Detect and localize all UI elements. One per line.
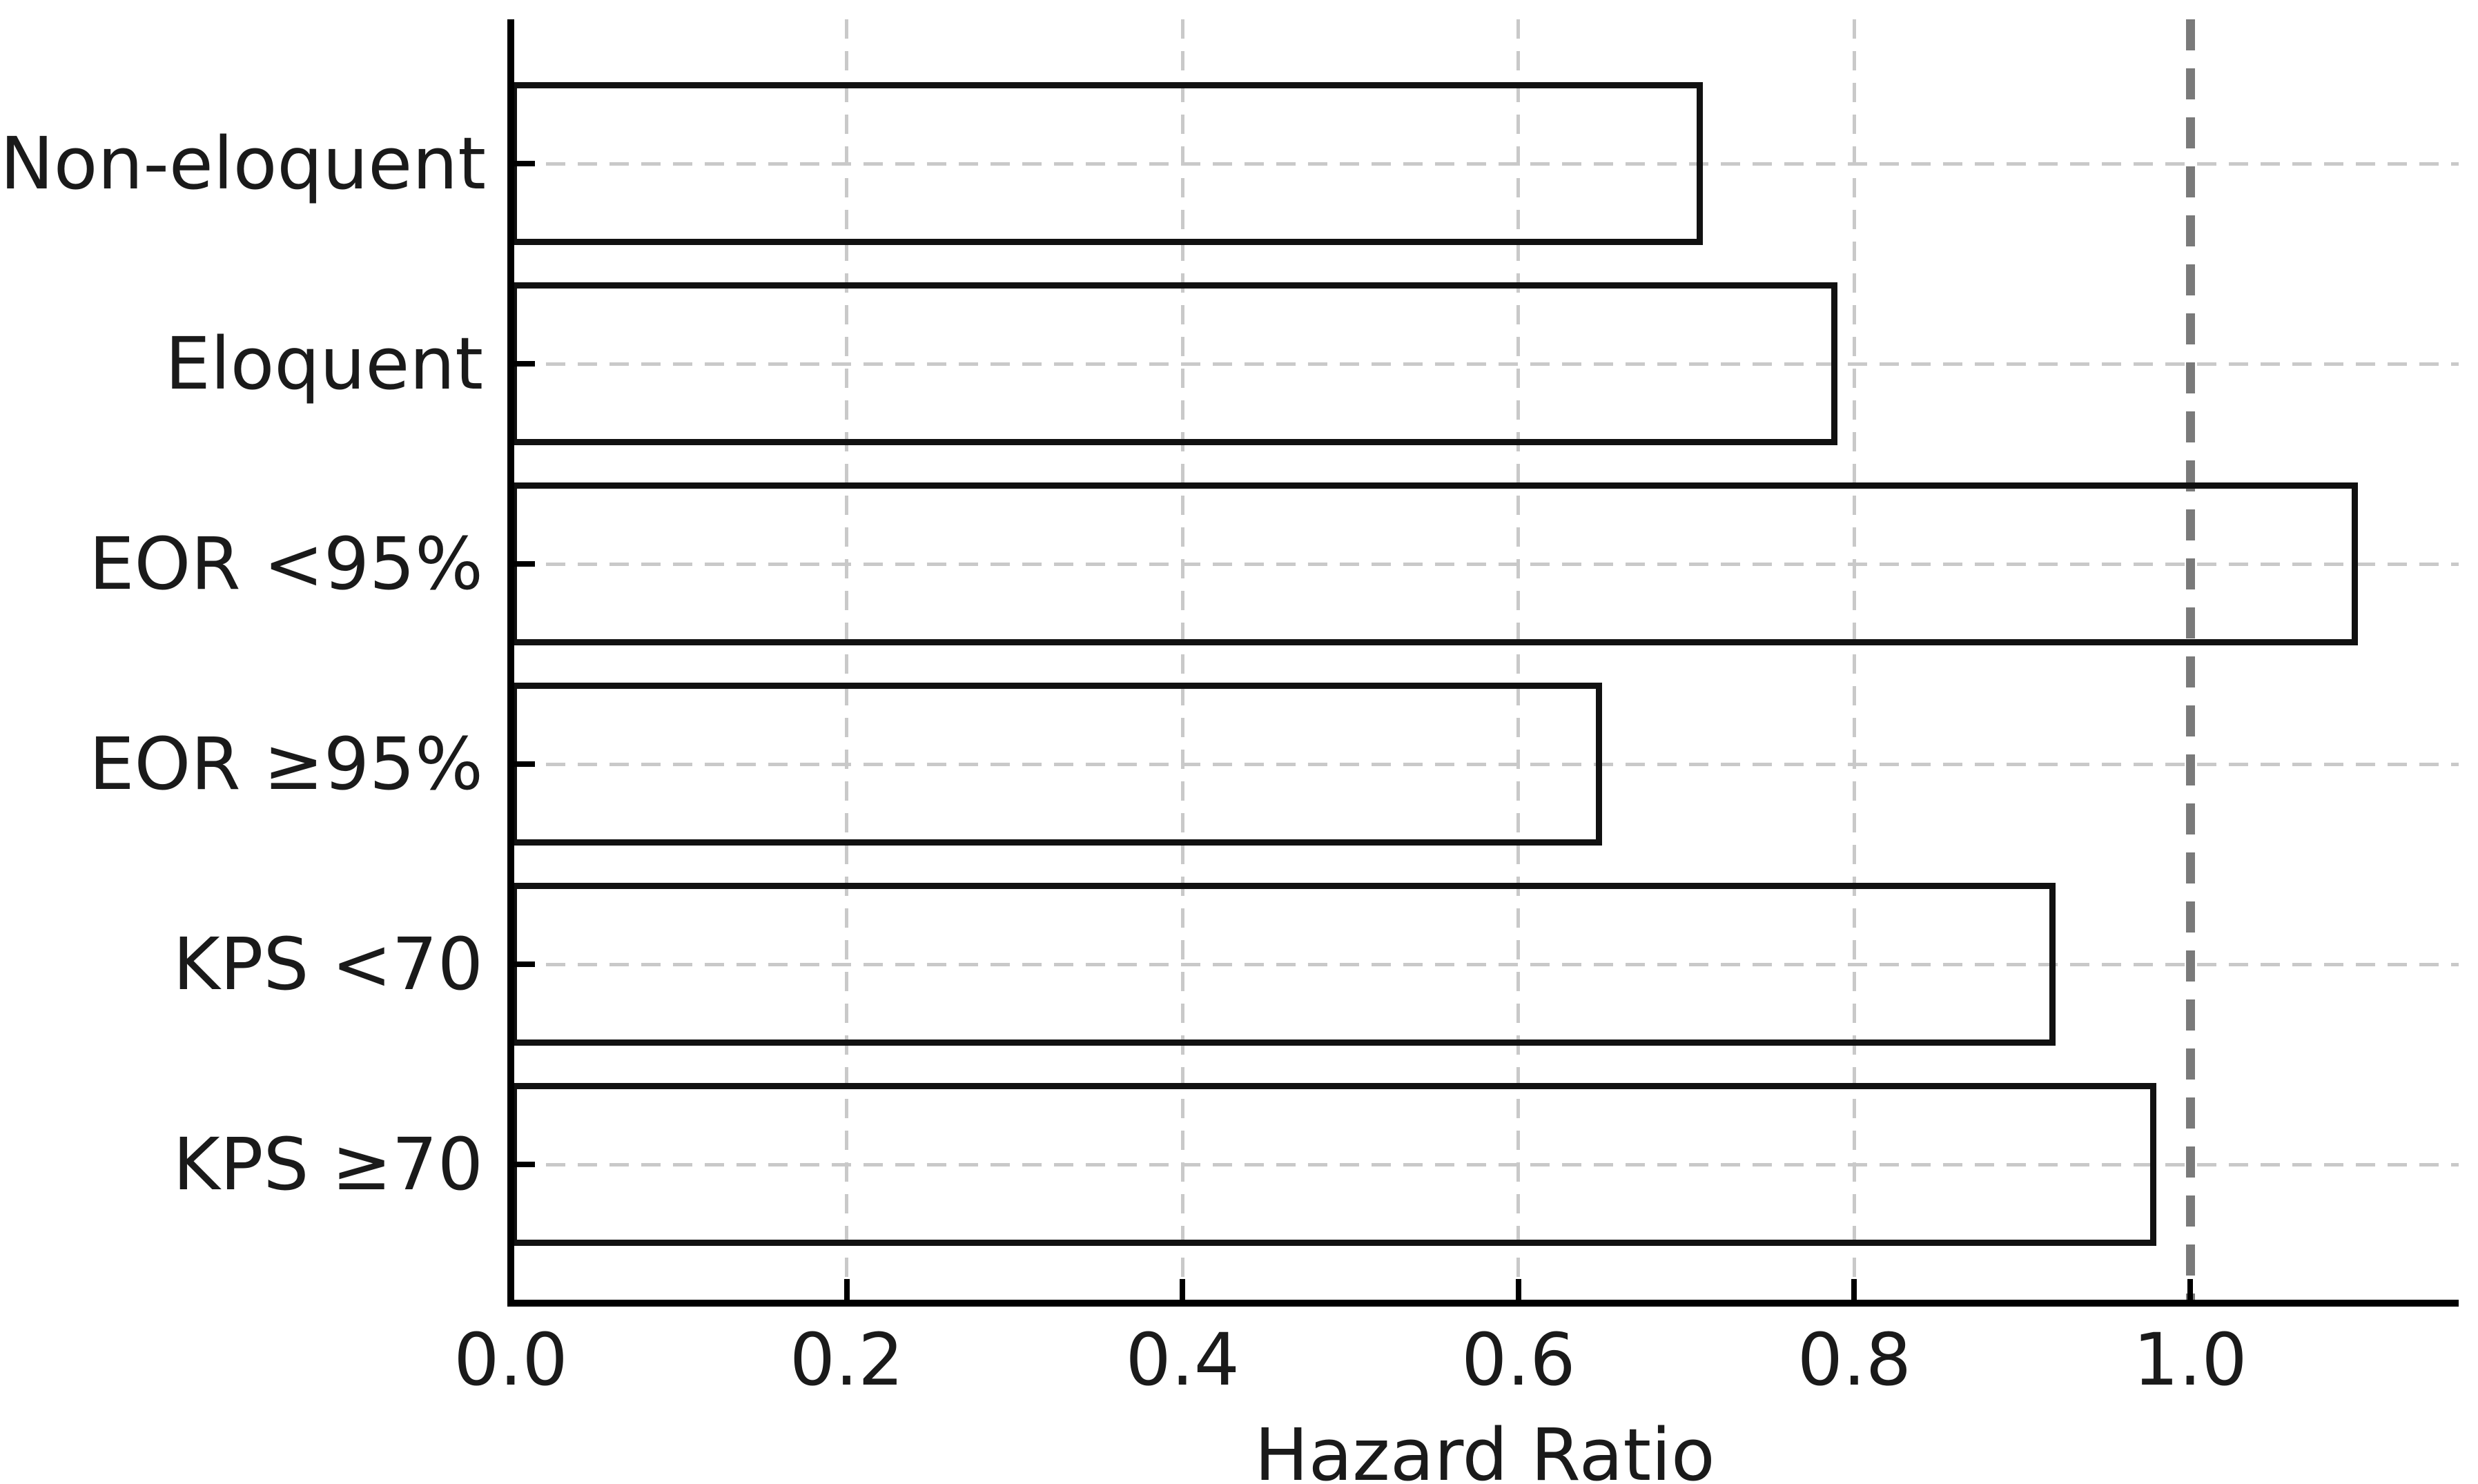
x-tick-label: 1.0: [2133, 1318, 2247, 1402]
bar: [511, 282, 1838, 445]
v-gridline: [1180, 19, 1184, 1300]
h-gridline: [514, 1162, 2459, 1166]
h-gridline: [514, 562, 2459, 566]
x-axis-spine: [507, 1300, 2459, 1307]
v-gridline: [845, 19, 849, 1300]
bar: [511, 683, 1603, 846]
x-tick: [1180, 1279, 1186, 1300]
y-axis-spine: [507, 19, 514, 1307]
bar: [511, 82, 1704, 245]
x-axis-label: Hazard Ratio: [1254, 1413, 1715, 1484]
category-label: KPS <70: [173, 922, 483, 1006]
x-tick-label: 0.0: [453, 1318, 568, 1402]
x-tick-label: 0.2: [789, 1318, 904, 1402]
category-label: KPS ≥70: [173, 1122, 483, 1207]
h-gridline: [514, 762, 2459, 766]
x-tick-label: 0.6: [1461, 1318, 1576, 1402]
y-tick: [514, 961, 535, 967]
bar: [511, 1083, 2157, 1246]
y-tick: [514, 1162, 535, 1167]
bar: [511, 482, 2359, 645]
category-label: EOR <95%: [88, 522, 483, 606]
x-tick: [508, 1279, 514, 1300]
category-label: Non-eloquent: [0, 121, 486, 206]
y-tick: [514, 361, 535, 367]
category-label: EOR ≥95%: [88, 722, 483, 806]
v-gridline: [1516, 19, 1521, 1300]
x-tick: [2187, 1279, 2193, 1300]
h-gridline: [514, 362, 2459, 366]
x-tick: [1515, 1279, 1521, 1300]
bar: [511, 883, 2056, 1046]
h-gridline: [514, 962, 2459, 966]
v-gridline: [1852, 19, 1856, 1300]
y-tick: [514, 161, 535, 166]
x-tick: [1851, 1279, 1857, 1300]
y-tick: [514, 561, 535, 567]
x-tick-label: 0.4: [1125, 1318, 1240, 1402]
y-tick: [514, 761, 535, 767]
x-tick-label: 0.8: [1797, 1318, 1912, 1402]
h-gridline: [514, 162, 2459, 166]
reference-line: [2185, 19, 2195, 1300]
category-label: Eloquent: [165, 322, 483, 406]
x-tick: [843, 1279, 850, 1300]
